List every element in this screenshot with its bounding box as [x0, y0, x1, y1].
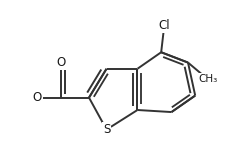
Text: S: S: [103, 123, 110, 136]
Text: CH₃: CH₃: [198, 74, 217, 84]
Text: Cl: Cl: [158, 19, 170, 32]
Text: O: O: [33, 91, 42, 104]
Text: O: O: [57, 56, 66, 69]
